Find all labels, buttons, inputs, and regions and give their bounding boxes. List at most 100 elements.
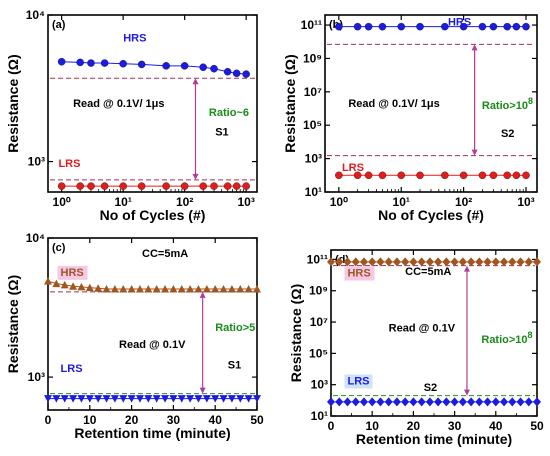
panel-label: (c): [52, 242, 66, 254]
annotation-lrs: LRS: [61, 363, 83, 375]
data-point: [417, 257, 426, 267]
annotation-read: Read @ 0.1V: [119, 339, 186, 351]
x-axis-label: Retention time (minute): [74, 425, 230, 441]
data-point: [335, 22, 343, 31]
x-tick-label: 10¹: [114, 195, 131, 209]
data-point: [219, 284, 228, 293]
annotation-sample: S2: [501, 128, 514, 140]
y-tick-label: 10⁵: [309, 346, 328, 360]
y-tick-label: 10⁵: [303, 118, 322, 132]
y-tick-label: 10¹: [311, 409, 328, 423]
data-point: [85, 395, 94, 403]
data-point: [242, 70, 250, 78]
data-point: [335, 257, 344, 267]
data-point: [378, 22, 387, 31]
data-point: [199, 63, 207, 72]
data-point: [202, 284, 211, 293]
y-tick-label: 10³: [28, 155, 45, 169]
data-point: [384, 257, 393, 267]
data-point: [100, 182, 109, 190]
ratio-arrow-head: [463, 389, 470, 396]
y-tick-label: 10¹¹: [307, 252, 328, 266]
data-point: [450, 397, 459, 407]
data-point: [186, 284, 195, 293]
x-tick-label: 50: [250, 413, 264, 427]
data-point: [442, 397, 451, 407]
data-point: [100, 59, 109, 67]
data-point: [384, 397, 393, 407]
data-point: [110, 395, 119, 403]
annotation-ratio: Ratio>108: [482, 96, 533, 112]
data-point: [135, 284, 144, 293]
data-point: [127, 395, 136, 403]
data-point: [351, 257, 360, 267]
data-point: [478, 171, 487, 180]
series-lrs: [327, 397, 541, 407]
data-point: [60, 280, 69, 289]
data-point: [364, 171, 373, 180]
data-point: [52, 279, 61, 288]
data-point: [467, 397, 476, 407]
data-point: [202, 395, 211, 403]
ratio-arrow-head: [199, 387, 206, 394]
annotation-lrs: LRS: [347, 375, 369, 387]
data-point: [253, 395, 261, 403]
x-tick-label: 10: [366, 419, 380, 433]
data-point: [94, 395, 103, 403]
ratio-arrow-head: [471, 44, 478, 51]
data-point: [44, 277, 52, 285]
panel-c: 0 10 20 30 40 50 10³ 10⁴ Retention time (minute)…: [5, 231, 264, 441]
data-point: [102, 395, 111, 403]
data-point: [232, 69, 241, 78]
data-point: [227, 284, 236, 293]
series-hrs: [335, 22, 530, 31]
data-point: [335, 171, 343, 180]
data-point: [409, 257, 418, 267]
data-point: [223, 182, 232, 190]
data-point: [503, 171, 511, 180]
data-point: [397, 171, 405, 180]
x-tick-label: 10: [83, 413, 97, 427]
data-point: [351, 397, 360, 407]
data-point: [353, 22, 362, 31]
data-point: [194, 284, 203, 293]
ratio-arrow-head: [471, 149, 478, 156]
data-point: [516, 397, 525, 407]
data-point: [489, 171, 498, 180]
panel-a: 10⁰ 10¹ 10² 10³ 10³ 10⁴ No of Cycles (#) Resist…: [5, 8, 258, 223]
data-point: [177, 284, 186, 293]
data-point: [343, 257, 352, 267]
data-point: [177, 395, 186, 403]
annotation-lrs: LRS: [342, 162, 364, 174]
y-tick-label: 10⁴: [26, 8, 45, 22]
y-tick-label: 10³: [305, 152, 322, 166]
data-point: [76, 58, 84, 67]
data-point: [500, 397, 509, 407]
data-point: [102, 284, 111, 293]
data-point: [364, 22, 373, 31]
data-point: [458, 257, 467, 267]
data-point: [223, 68, 232, 76]
data-point: [119, 59, 127, 68]
data-point: [401, 257, 410, 267]
data-point: [52, 395, 61, 403]
y-tick-label: 10⁴: [26, 231, 45, 245]
data-point: [57, 182, 66, 190]
data-point: [508, 257, 517, 267]
data-point: [119, 182, 127, 190]
data-point: [161, 395, 170, 403]
data-point: [87, 182, 95, 190]
data-point: [401, 397, 410, 407]
data-point: [253, 284, 261, 293]
data-point: [327, 257, 335, 267]
hrs-label-highlight: [57, 265, 88, 280]
data-point: [416, 171, 424, 180]
data-point: [392, 397, 401, 407]
panel-b: 10⁰ 10¹ 10² 10³ 10¹ 10³ 10⁵ 10⁷ 10⁹ 10¹¹ No of Cyc…: [282, 14, 538, 223]
data-point: [135, 395, 144, 403]
data-point: [416, 22, 424, 31]
data-point: [152, 284, 161, 293]
data-point: [69, 282, 78, 290]
data-point: [425, 397, 434, 407]
data-point: [57, 57, 66, 66]
